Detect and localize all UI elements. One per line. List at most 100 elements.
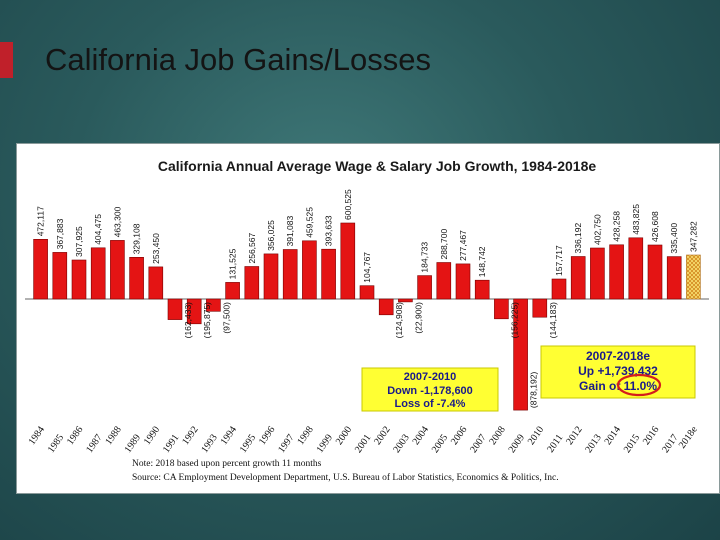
value-label-2009: (878,192): [529, 372, 539, 409]
value-label-2012: 336,192: [573, 223, 583, 254]
year-label-2014: 2014: [603, 424, 623, 447]
recovery-annotation: 2007-2018e Up +1,739,432 Gain of 11.0%: [540, 345, 696, 399]
year-label-1994: 1994: [219, 424, 239, 447]
value-label-1995: 256,567: [247, 233, 257, 264]
bar-2008: [494, 298, 509, 320]
value-label-1998: 459,525: [304, 207, 314, 238]
bar-1990: [148, 266, 164, 300]
bar-1989: [129, 257, 144, 300]
chart-frame: California Annual Average Wage & Salary …: [16, 143, 720, 494]
bar-1994: [225, 282, 240, 300]
bar-2003: [398, 298, 413, 303]
value-label-2004: 184,733: [420, 242, 430, 273]
value-label-2008: (156,225): [509, 302, 519, 339]
title-accent-bar: [0, 42, 13, 78]
year-label-2001: 2001: [353, 432, 373, 455]
year-label-2015: 2015: [622, 432, 642, 455]
bar-2005: [436, 262, 452, 300]
bar-2000: [340, 222, 356, 300]
value-label-2018e: 347,282: [688, 221, 698, 252]
recession-line-2: Down -1,178,600: [387, 385, 473, 397]
year-label-2018e: 2018e: [677, 424, 700, 451]
value-label-1991: (162,433): [183, 302, 193, 339]
year-label-2003: 2003: [391, 432, 411, 455]
recession-line-3: Loss of -7.4%: [395, 398, 466, 410]
year-label-1999: 1999: [315, 432, 335, 455]
bar-2012: [570, 256, 586, 300]
bar-1995: [244, 266, 260, 300]
year-label-2010: 2010: [526, 424, 546, 447]
year-label-1992: 1992: [180, 424, 200, 447]
value-label-1997: 391,083: [285, 216, 295, 247]
job-growth-chart: California Annual Average Wage & Salary …: [25, 158, 709, 483]
value-label-1988: 463,300: [112, 206, 122, 237]
bar-1987: [90, 247, 106, 300]
value-label-1986: 307,925: [74, 226, 84, 257]
value-label-1984: 472,117: [36, 206, 46, 236]
recovery-line-1: 2007-2018e: [586, 349, 650, 363]
value-label-1994: 131,525: [228, 248, 238, 279]
year-label-1985: 1985: [46, 432, 66, 455]
value-label-2005: 288,700: [439, 229, 449, 260]
recession-box: [361, 367, 499, 412]
year-label-2000: 2000: [334, 424, 354, 447]
year-label-2006: 2006: [449, 424, 469, 447]
year-label-1997: 1997: [276, 432, 296, 455]
value-label-2002: (124,908): [394, 302, 404, 339]
value-label-2013: 402,750: [592, 214, 602, 245]
highlight-circle: [616, 373, 662, 397]
value-label-2015: 483,825: [631, 204, 641, 235]
value-label-2016: 426,608: [650, 211, 660, 242]
value-label-1985: 367,883: [55, 218, 65, 249]
year-label-1989: 1989: [123, 432, 143, 455]
bar-1988: [110, 240, 125, 300]
bar-1999: [321, 248, 336, 300]
year-label-2013: 2013: [583, 432, 603, 455]
value-label-2014: 428,258: [612, 211, 622, 242]
value-label-2006: 277,467: [458, 230, 468, 261]
value-label-1996: 356,025: [266, 220, 276, 251]
bar-2002: [378, 298, 394, 316]
bar-1996: [263, 253, 279, 300]
year-label-1996: 1996: [257, 424, 277, 447]
value-label-1990: 253,450: [151, 233, 161, 264]
year-label-2005: 2005: [430, 432, 450, 455]
year-label-1995: 1995: [238, 432, 258, 455]
value-label-1993: (97,500): [221, 302, 231, 334]
slide-title: California Job Gains/Losses: [45, 42, 431, 77]
bar-2016: [647, 244, 663, 300]
bar-2015: [628, 237, 644, 300]
bar-1991: [167, 298, 183, 320]
bar-2004: [417, 275, 432, 300]
year-label-1988: 1988: [103, 424, 123, 447]
bar-1986: [71, 259, 87, 300]
year-label-1990: 1990: [142, 424, 162, 447]
bar-1985: [52, 252, 68, 300]
value-label-1999: 393,633: [324, 215, 334, 246]
bar-1993: [206, 298, 221, 312]
year-label-2008: 2008: [487, 424, 507, 447]
chart-note: Note: 2018 based upon percent growth 11 …: [132, 459, 322, 469]
value-label-2011: 157,717: [554, 245, 564, 276]
year-label-1986: 1986: [65, 424, 85, 447]
year-label-1991: 1991: [161, 432, 181, 455]
bar-2006: [455, 263, 471, 300]
value-label-1992: (195,875): [202, 302, 212, 339]
year-label-1993: 1993: [199, 432, 219, 455]
value-label-2000: 600,525: [343, 189, 353, 220]
year-label-1998: 1998: [295, 424, 315, 447]
year-label-2012: 2012: [564, 424, 584, 447]
bar-2014: [609, 244, 624, 300]
year-label-1984: 1984: [27, 424, 47, 447]
year-label-2007: 2007: [468, 432, 488, 455]
bar-1992: [186, 298, 202, 325]
recovery-box: [540, 345, 696, 399]
bar-2013: [590, 247, 605, 300]
year-label-1987: 1987: [84, 432, 104, 455]
chart-source: Source: CA Employment Development Depart…: [132, 472, 559, 483]
bar-2001: [359, 285, 375, 300]
bar-2007: [474, 279, 490, 300]
bar-2009: [513, 298, 528, 411]
bar-1998: [302, 240, 317, 300]
value-label-2007: 148,742: [477, 246, 487, 277]
